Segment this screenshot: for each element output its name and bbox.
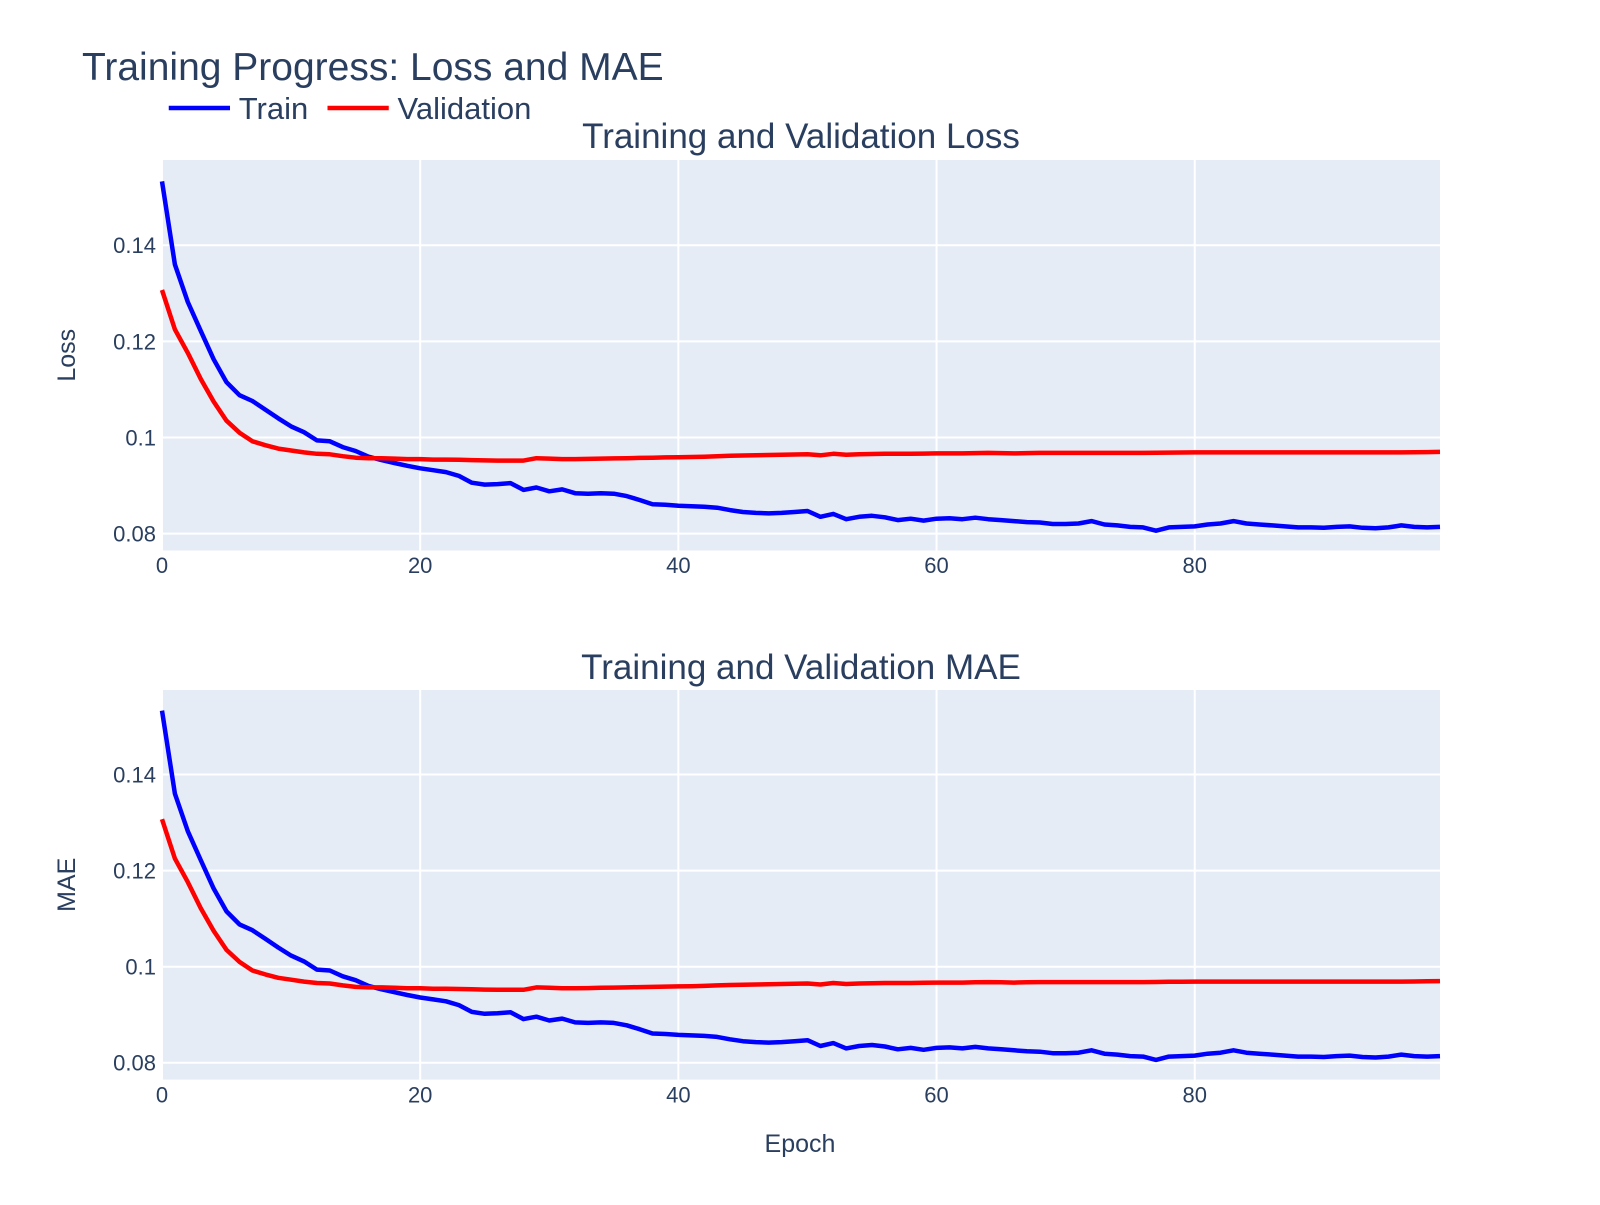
svg-text:40: 40 (666, 553, 690, 578)
svg-text:0.08: 0.08 (113, 1051, 156, 1076)
svg-text:0.1: 0.1 (125, 955, 156, 980)
svg-text:80: 80 (1182, 553, 1206, 578)
svg-text:40: 40 (666, 1082, 690, 1107)
svg-text:0.12: 0.12 (113, 329, 156, 354)
svg-text:20: 20 (408, 553, 432, 578)
svg-text:Validation: Validation (398, 91, 532, 126)
svg-text:0.08: 0.08 (113, 522, 156, 547)
svg-text:0.14: 0.14 (113, 762, 156, 787)
svg-text:MAE: MAE (53, 858, 81, 912)
svg-text:0: 0 (156, 1082, 168, 1107)
svg-text:Training and Validation MAE: Training and Validation MAE (581, 648, 1021, 687)
svg-text:Training and Validation Loss: Training and Validation Loss (582, 117, 1020, 156)
svg-text:80: 80 (1182, 1082, 1206, 1107)
svg-text:Epoch: Epoch (765, 1130, 836, 1158)
svg-text:Training Progress: Loss and MA: Training Progress: Loss and MAE (82, 46, 664, 89)
svg-text:0.1: 0.1 (125, 425, 156, 450)
svg-text:0.14: 0.14 (113, 233, 156, 258)
svg-text:20: 20 (408, 1082, 432, 1107)
svg-text:60: 60 (924, 1082, 948, 1107)
svg-text:0.12: 0.12 (113, 859, 156, 884)
svg-text:Loss: Loss (53, 329, 81, 382)
svg-text:Train: Train (239, 91, 308, 126)
svg-text:0: 0 (156, 553, 168, 578)
svg-text:60: 60 (924, 553, 948, 578)
